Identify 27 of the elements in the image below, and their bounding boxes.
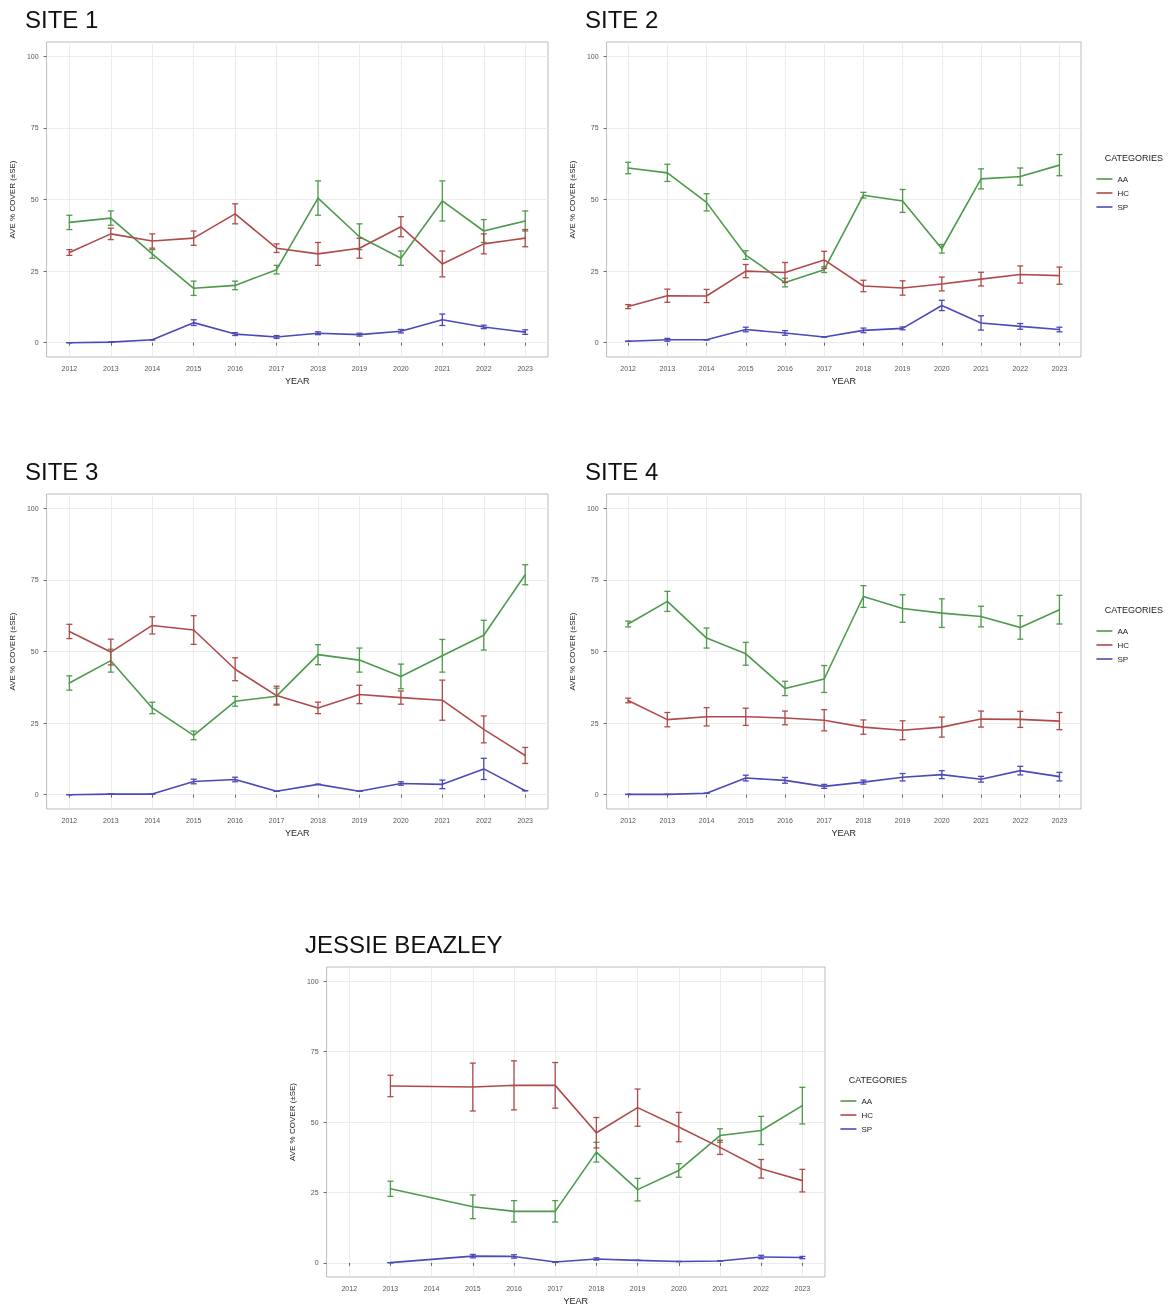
chart-title: SITE 3 bbox=[25, 457, 99, 485]
chart-title: JESSIE BEAZLEY bbox=[305, 930, 503, 958]
x-axis-title: YEAR bbox=[831, 828, 857, 839]
x-axis-title: YEAR bbox=[285, 376, 311, 387]
y-axis-title: AVE % COVER (±SE) bbox=[7, 160, 17, 239]
y-axis-title: AVE % COVER (±SE) bbox=[567, 160, 577, 239]
legend-label: SP bbox=[1117, 654, 1129, 664]
legend-title: CATEGORIES bbox=[1104, 152, 1163, 163]
legend-title: CATEGORIES bbox=[848, 1074, 907, 1085]
legend-label: AA bbox=[1117, 626, 1129, 636]
legend-label: SP bbox=[1117, 202, 1129, 212]
chart-title: SITE 4 bbox=[585, 457, 659, 485]
legend-label: AA bbox=[861, 1096, 873, 1106]
y-axis-title: AVE % COVER (±SE) bbox=[287, 1082, 297, 1162]
x-axis-title: YEAR bbox=[563, 1296, 589, 1307]
legend-label: AA bbox=[1117, 174, 1129, 184]
chart-title: SITE 1 bbox=[25, 5, 99, 33]
legend-label: HC bbox=[1117, 640, 1130, 650]
x-axis-title: YEAR bbox=[285, 828, 311, 839]
legend-title: CATEGORIES bbox=[1104, 604, 1163, 615]
legend-label: HC bbox=[1117, 188, 1130, 198]
chart-title: SITE 2 bbox=[585, 5, 659, 33]
legend-label: HC bbox=[861, 1110, 874, 1120]
y-axis-title: AVE % COVER (±SE) bbox=[7, 612, 17, 691]
x-axis-title: YEAR bbox=[831, 376, 857, 387]
y-axis-title: AVE % COVER (±SE) bbox=[567, 612, 577, 691]
legend-label: SP bbox=[861, 1124, 873, 1134]
